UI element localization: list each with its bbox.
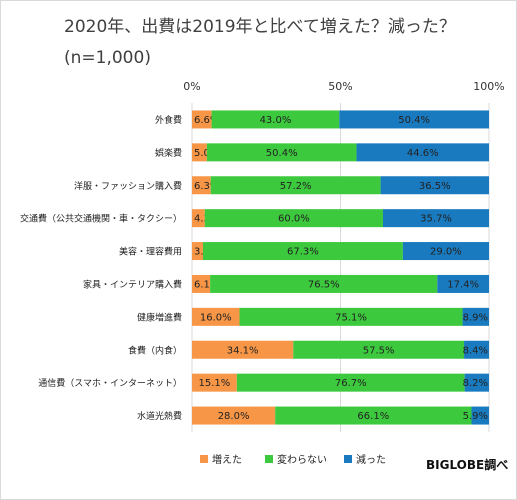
category-label: 水道光熱費 [137, 410, 182, 422]
data-label: 16.0% [200, 312, 232, 323]
data-label: 57.2% [280, 181, 312, 192]
bar-segment [239, 307, 463, 326]
bar-segment [437, 274, 489, 293]
data-label: 28.0% [218, 411, 250, 422]
category-label: 交通費（公共交通機関・車・タクシー） [20, 213, 182, 225]
category-label: 家具・インテリア購入費 [83, 278, 182, 290]
bar-segment [210, 274, 438, 293]
data-label: 8.4% [463, 345, 488, 356]
bar-segment [356, 143, 489, 162]
category-label: 美容・理容費用 [119, 246, 182, 258]
data-label: 76.7% [335, 378, 367, 389]
data-label: 50.4% [398, 115, 430, 126]
data-label: 36.5% [419, 181, 451, 192]
bar-segment [192, 373, 237, 392]
legend-swatch [265, 455, 273, 463]
category-label: 通信費（スマホ・インターネット） [38, 377, 182, 389]
source-credit: BIGLOBE調べ [426, 458, 509, 472]
x-tick-label: 100% [473, 80, 504, 93]
x-tick-label: 0% [183, 80, 200, 93]
data-label: 66.1% [357, 411, 389, 422]
bar-segment [236, 373, 465, 392]
bar-segment [275, 406, 472, 425]
chart-title: 2020年、出費は2019年と比べて増えた？減った？ [64, 17, 456, 37]
bar-segment [464, 340, 489, 359]
data-label: 8.9% [463, 312, 488, 323]
bar-segment [192, 209, 205, 228]
bar-segment [192, 307, 240, 326]
legend-label: 変わらない [277, 453, 327, 466]
data-label: 6.6% [194, 115, 219, 126]
x-tick-label: 50% [328, 80, 352, 93]
category-label: 洋服・ファッション購入費 [74, 180, 182, 192]
bar-segment [210, 176, 381, 195]
data-label: 35.7% [420, 214, 452, 225]
data-label: 43.0% [260, 115, 292, 126]
bar-segment [380, 176, 489, 195]
bar-segment [293, 340, 465, 359]
data-label: 44.6% [407, 148, 439, 159]
category-label: 外食費 [155, 114, 182, 126]
data-label: 6.1% [194, 279, 219, 290]
data-label: 57.5% [363, 345, 395, 356]
legend-swatch [344, 455, 352, 463]
data-label: 67.3% [287, 247, 319, 258]
data-label: 5.0% [194, 148, 219, 159]
legend-label: 減った [356, 453, 386, 466]
data-label: 75.1% [335, 312, 367, 323]
bar-segment [382, 209, 489, 228]
category-label: 食費（内食） [128, 344, 182, 356]
bar-segment [204, 209, 383, 228]
data-label: 29.0% [430, 247, 462, 258]
chart-subtitle: (n=1,000) [64, 48, 151, 68]
bar-segment [192, 176, 211, 195]
category-label: 健康増進費 [137, 311, 182, 323]
data-label: 34.1% [227, 345, 259, 356]
legend-label: 増えた [212, 453, 242, 466]
bar-segment [464, 373, 489, 392]
data-label: 76.5% [308, 279, 340, 290]
category-label: 娯楽費 [155, 147, 182, 159]
bar-segment [192, 406, 276, 425]
bar-segment [192, 242, 203, 261]
bar-segment [192, 340, 294, 359]
bar-segment [462, 307, 489, 326]
bar-segment [192, 274, 211, 293]
bar-segment [202, 242, 403, 261]
data-label: 17.4% [447, 279, 479, 290]
data-label: 15.1% [199, 378, 231, 389]
bar-segment [402, 242, 489, 261]
bar-segment [192, 110, 212, 129]
data-label: 8.2% [463, 378, 488, 389]
data-label: 60.0% [278, 214, 310, 225]
bar-segment [471, 406, 489, 425]
data-label: 5.9% [463, 411, 488, 422]
data-label: 6.3% [194, 181, 219, 192]
legend-swatch [200, 455, 208, 463]
bar-segment [211, 110, 340, 129]
bar-segment [339, 110, 489, 129]
bar-segment [192, 143, 207, 162]
data-label: 50.4% [266, 148, 298, 159]
bar-segment [206, 143, 357, 162]
